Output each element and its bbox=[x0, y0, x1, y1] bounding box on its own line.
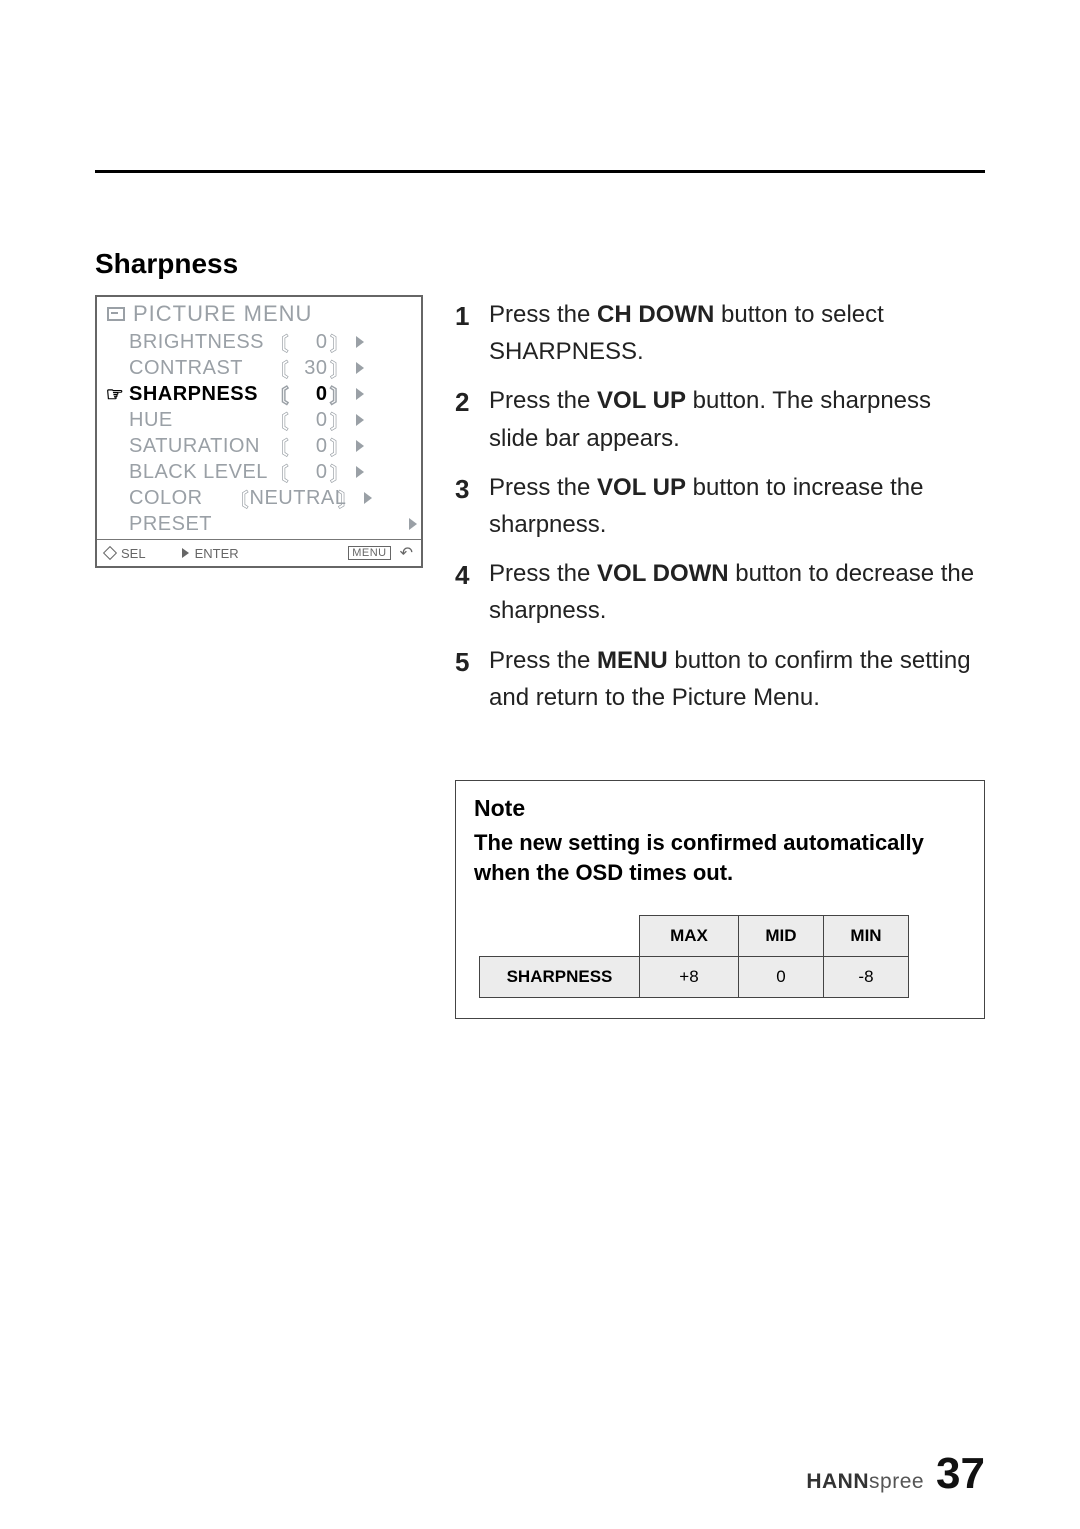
bracket-right-icon: 〙 bbox=[330, 432, 351, 461]
instruction-item: 4Press the VOL DOWN button to decrease t… bbox=[455, 555, 983, 629]
osd-row-color[interactable]: COLOR〘NEUTRAL〙 bbox=[101, 485, 417, 511]
empty-cell bbox=[480, 916, 640, 957]
chevron-right-icon bbox=[356, 466, 364, 478]
instruction-text: Press the CH DOWN button to select SHARP… bbox=[489, 296, 983, 370]
osd-row[interactable]: BLACK LEVEL〘0〙 bbox=[101, 459, 417, 485]
instruction-text: Press the MENU button to confirm the set… bbox=[489, 642, 983, 716]
chevron-right-icon bbox=[356, 388, 364, 400]
osd-picture-menu: PICTURE MENU BRIGHTNESS〘0〙CONTRAST〘30〙☞S… bbox=[95, 295, 423, 568]
osd-row-label: BRIGHTNESS bbox=[129, 331, 269, 354]
instruction-number: 1 bbox=[455, 296, 489, 370]
instruction-text: Press the VOL UP button. The sharpness s… bbox=[489, 382, 983, 456]
brand-logo: HANNspree bbox=[806, 1470, 924, 1494]
osd-row[interactable]: BRIGHTNESS〘0〙 bbox=[101, 329, 417, 355]
brand-light: spree bbox=[869, 1470, 924, 1493]
osd-footer-menu: MENU bbox=[348, 546, 390, 560]
cell-mid: 0 bbox=[738, 957, 823, 998]
sharpness-range-table: MAX MID MIN SHARPNESS +8 0 -8 bbox=[479, 915, 909, 998]
bracket-left-icon: 〘 bbox=[269, 458, 290, 487]
instruction-number: 2 bbox=[455, 382, 489, 456]
osd-row-value: 0 bbox=[290, 409, 330, 432]
osd-row-value: 0 bbox=[290, 383, 330, 406]
instruction-text: Press the VOL DOWN button to decrease th… bbox=[489, 555, 983, 629]
table-row: SHARPNESS +8 0 -8 bbox=[480, 957, 909, 998]
bracket-left-icon: 〘 bbox=[269, 380, 290, 409]
bracket-right-icon: 〙 bbox=[338, 484, 359, 513]
section-heading: Sharpness bbox=[95, 248, 238, 280]
osd-row-value: 0 bbox=[290, 435, 330, 458]
osd-row-label: SHARPNESS bbox=[129, 383, 269, 406]
back-arrow-icon: ↶ bbox=[400, 543, 413, 563]
row-sharpness: SHARPNESS bbox=[480, 957, 640, 998]
osd-row-label: HUE bbox=[129, 409, 269, 432]
bracket-right-icon: 〙 bbox=[330, 406, 351, 435]
chevron-right-icon bbox=[356, 336, 364, 348]
osd-row-value: 30 bbox=[290, 357, 330, 380]
page-number: 37 bbox=[936, 1449, 985, 1499]
page-footer: HANNspree 37 bbox=[806, 1449, 985, 1499]
instruction-item: 1Press the CH DOWN button to select SHAR… bbox=[455, 296, 983, 370]
bracket-right-icon: 〙 bbox=[330, 380, 351, 409]
col-mid: MID bbox=[738, 916, 823, 957]
note-title: Note bbox=[474, 795, 966, 822]
cell-min: -8 bbox=[823, 957, 908, 998]
col-min: MIN bbox=[823, 916, 908, 957]
instructions-list: 1Press the CH DOWN button to select SHAR… bbox=[455, 296, 983, 728]
bracket-left-icon: 〘 bbox=[269, 354, 290, 383]
bracket-right-icon: 〙 bbox=[330, 458, 351, 487]
instruction-text: Press the VOL UP button to increase the … bbox=[489, 469, 983, 543]
sel-diamond-icon bbox=[103, 546, 117, 560]
bracket-left-icon: 〘 bbox=[269, 432, 290, 461]
brand-bold: HANN bbox=[806, 1470, 869, 1493]
osd-footer: SEL ENTER MENU ↶ bbox=[97, 539, 421, 566]
osd-row[interactable]: SATURATION〘0〙 bbox=[101, 433, 417, 459]
chevron-right-icon bbox=[356, 414, 364, 426]
bracket-left-icon: 〘 bbox=[269, 328, 290, 357]
table-row: MAX MID MIN bbox=[480, 916, 909, 957]
osd-footer-sel: SEL bbox=[121, 546, 146, 561]
col-max: MAX bbox=[640, 916, 739, 957]
osd-row[interactable]: CONTRAST〘30〙 bbox=[101, 355, 417, 381]
osd-row-value: 0 bbox=[290, 331, 330, 354]
top-rule bbox=[95, 170, 985, 173]
osd-footer-enter: ENTER bbox=[195, 546, 239, 561]
bracket-left-icon: 〘 bbox=[229, 484, 250, 513]
osd-row-label: BLACK LEVEL bbox=[129, 461, 269, 484]
chevron-right-icon bbox=[364, 492, 372, 504]
osd-row-label: COLOR bbox=[129, 487, 229, 510]
chevron-right-icon bbox=[356, 362, 364, 374]
bracket-right-icon: 〙 bbox=[330, 354, 351, 383]
osd-rows: BRIGHTNESS〘0〙CONTRAST〘30〙☞SHARPNESS〘0〙HU… bbox=[97, 329, 421, 539]
note-box: Note The new setting is confirmed automa… bbox=[455, 780, 985, 1019]
osd-row[interactable]: ☞SHARPNESS〘0〙 bbox=[101, 381, 417, 407]
osd-row[interactable]: HUE〘0〙 bbox=[101, 407, 417, 433]
osd-row-value: NEUTRAL bbox=[250, 487, 338, 510]
instruction-number: 5 bbox=[455, 642, 489, 716]
bracket-left-icon: 〘 bbox=[269, 406, 290, 435]
pointer-icon: ☞ bbox=[101, 382, 129, 407]
bracket-right-icon: 〙 bbox=[330, 328, 351, 357]
instruction-item: 5Press the MENU button to confirm the se… bbox=[455, 642, 983, 716]
enter-triangle-icon bbox=[182, 548, 189, 558]
osd-row-preset[interactable]: PRESET bbox=[101, 511, 417, 537]
instruction-item: 2Press the VOL UP button. The sharpness … bbox=[455, 382, 983, 456]
osd-title-text: PICTURE MENU bbox=[133, 301, 312, 327]
chevron-right-icon bbox=[356, 440, 364, 452]
instruction-number: 4 bbox=[455, 555, 489, 629]
instruction-item: 3Press the VOL UP button to increase the… bbox=[455, 469, 983, 543]
osd-row-label: CONTRAST bbox=[129, 357, 269, 380]
osd-row-value: 0 bbox=[290, 461, 330, 484]
osd-row-label: SATURATION bbox=[129, 435, 269, 458]
cell-max: +8 bbox=[640, 957, 739, 998]
osd-row-label: PRESET bbox=[129, 513, 269, 536]
chevron-right-icon bbox=[409, 518, 417, 530]
note-body: The new setting is confirmed automatical… bbox=[474, 828, 966, 887]
osd-title-row: PICTURE MENU bbox=[97, 297, 421, 329]
instruction-number: 3 bbox=[455, 469, 489, 543]
picture-icon bbox=[107, 307, 125, 321]
